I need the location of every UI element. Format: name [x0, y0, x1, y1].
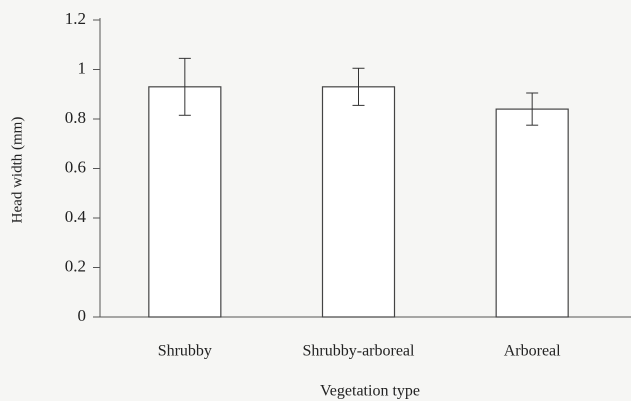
y-tick-label: 0.4 [65, 207, 87, 226]
x-tick-label: Arboreal [504, 343, 561, 360]
y-tick-label: 1.2 [65, 9, 86, 28]
y-axis-title: Head width (mm) [9, 117, 25, 224]
y-tick-label: 1 [78, 58, 87, 77]
bar [495, 108, 569, 318]
x-axis-title: Vegetation type [320, 383, 420, 400]
x-tick-label: Shrubby-arboreal [303, 343, 416, 360]
bar [321, 86, 396, 318]
y-tick-label: 0.2 [65, 256, 86, 275]
bar [148, 86, 222, 318]
y-tick-label: 0.6 [65, 157, 86, 176]
y-tick-label: 0 [78, 306, 87, 325]
x-tick-label: Shrubby [158, 343, 212, 360]
y-tick-label: 0.8 [65, 108, 86, 127]
